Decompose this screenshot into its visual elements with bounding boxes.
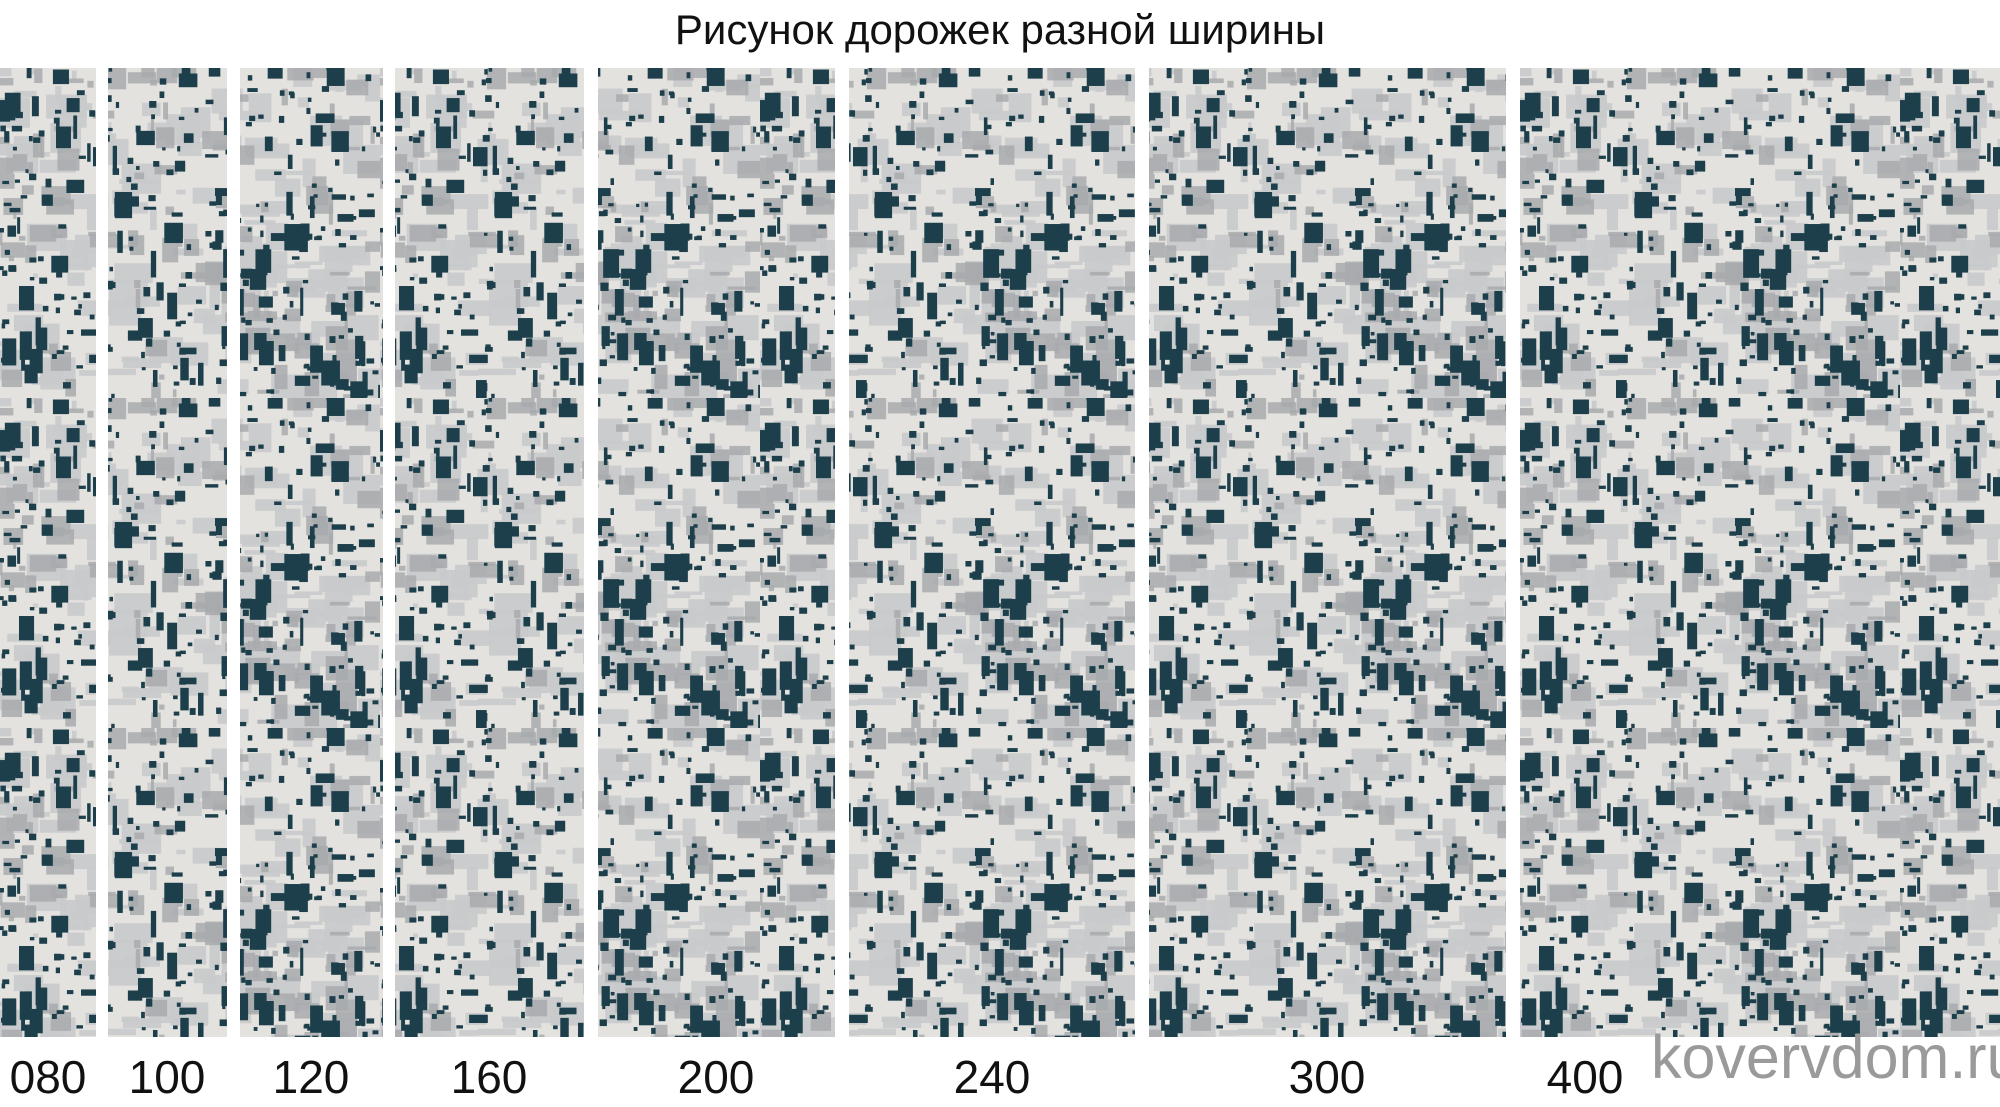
watermark: kovervdom.ru bbox=[1651, 1023, 2000, 1091]
runner-rug-300 bbox=[1149, 68, 1506, 1037]
width-label-300: 300 bbox=[1288, 1051, 1366, 1103]
width-label-200: 200 bbox=[677, 1051, 755, 1103]
runner-rug-240 bbox=[849, 68, 1135, 1037]
width-label-100: 100 bbox=[128, 1051, 206, 1103]
width-label-160: 160 bbox=[450, 1051, 528, 1103]
runner-rug-160 bbox=[395, 68, 584, 1037]
runner-rug-120 bbox=[240, 68, 383, 1037]
runner-rug-200 bbox=[598, 68, 835, 1037]
runner-rug-100 bbox=[108, 68, 227, 1037]
width-label-120: 120 bbox=[272, 1051, 350, 1103]
runner-rug-080 bbox=[0, 68, 96, 1037]
page-title: Рисунок дорожек разной ширины bbox=[674, 6, 1326, 53]
width-label-240: 240 bbox=[953, 1051, 1031, 1103]
runner-rug-400 bbox=[1520, 68, 2000, 1037]
width-label-080: 080 bbox=[9, 1051, 87, 1103]
width-label-400: 400 bbox=[1546, 1051, 1624, 1103]
